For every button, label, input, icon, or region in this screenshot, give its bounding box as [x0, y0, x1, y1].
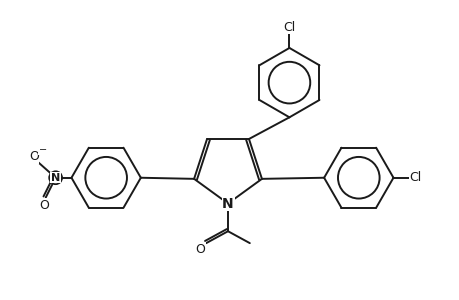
Text: −: −: [39, 145, 47, 155]
Text: Cl: Cl: [408, 171, 420, 184]
Text: O: O: [39, 199, 49, 212]
Text: O: O: [29, 150, 39, 164]
Text: Cl: Cl: [283, 21, 295, 34]
Text: O: O: [195, 243, 205, 256]
Text: N: N: [51, 173, 60, 183]
Text: N: N: [222, 196, 233, 211]
